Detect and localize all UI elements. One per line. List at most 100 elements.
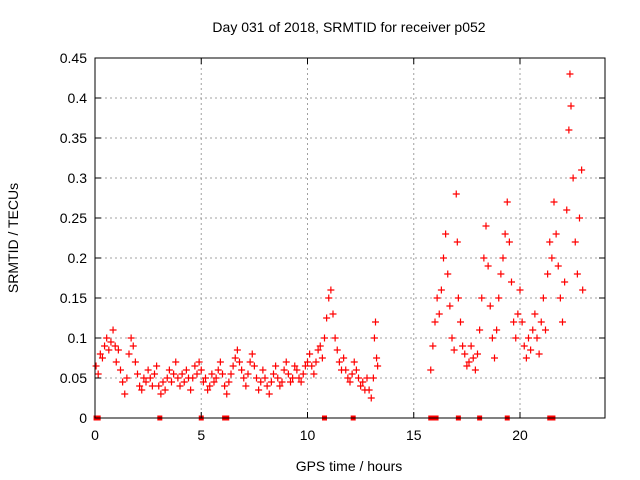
data-point xyxy=(231,354,239,362)
data-point xyxy=(142,378,150,386)
data-point xyxy=(469,354,477,362)
data-point xyxy=(579,286,587,294)
data-point xyxy=(352,366,360,374)
data-point xyxy=(287,378,294,386)
data-point xyxy=(278,378,286,386)
y-tick-label: 0.15 xyxy=(60,290,87,306)
data-point xyxy=(280,366,288,374)
data-point xyxy=(484,262,492,270)
data-point xyxy=(452,190,460,198)
data-point xyxy=(476,326,484,334)
data-point xyxy=(514,310,522,318)
data-point xyxy=(486,302,494,310)
data-point xyxy=(363,374,371,382)
tick-labels: 0 0.05 0.1 0.15 0.2 0.25 0.3 0.35 0.4 0.45 0 5 10 15 2… xyxy=(60,50,528,443)
data-point xyxy=(433,294,441,302)
data-point xyxy=(134,370,141,378)
y-axis-label: SRMTID / TECUs xyxy=(5,183,21,293)
data-point xyxy=(461,350,469,358)
data-point xyxy=(229,362,237,370)
data-point xyxy=(98,354,106,362)
data-point xyxy=(374,362,382,370)
data-point xyxy=(527,346,535,354)
data-point xyxy=(197,366,205,374)
data-point xyxy=(344,374,352,382)
data-point xyxy=(101,342,109,350)
data-point xyxy=(157,390,165,398)
data-point xyxy=(563,206,571,214)
data-point xyxy=(453,238,461,246)
data-point xyxy=(92,362,100,370)
data-point xyxy=(242,382,250,390)
x-tick-label: 20 xyxy=(512,427,528,443)
data-point xyxy=(333,346,341,354)
data-point xyxy=(342,366,350,374)
data-point xyxy=(435,310,443,318)
data-point xyxy=(189,374,197,382)
data-point xyxy=(566,70,574,78)
data-point xyxy=(195,358,203,366)
data-point xyxy=(355,374,362,382)
data-point xyxy=(471,366,479,374)
data-point xyxy=(187,386,195,394)
data-point xyxy=(450,346,458,354)
data-point xyxy=(103,334,111,342)
data-point xyxy=(191,362,199,370)
data-point xyxy=(508,278,515,286)
data-point xyxy=(182,366,190,374)
data-point xyxy=(559,318,566,326)
data-point xyxy=(180,378,188,386)
x-tick-label: 15 xyxy=(406,427,422,443)
data-point xyxy=(308,362,316,370)
data-point xyxy=(105,346,113,354)
data-point xyxy=(236,358,243,366)
data-point xyxy=(109,326,117,334)
data-point xyxy=(140,374,148,382)
data-point xyxy=(223,390,231,398)
data-point xyxy=(459,342,467,350)
data-point xyxy=(121,390,129,398)
data-point xyxy=(578,166,586,174)
data-point xyxy=(233,346,241,354)
data-point xyxy=(533,334,541,342)
data-point xyxy=(155,382,163,390)
data-point xyxy=(263,382,271,390)
data-point xyxy=(219,370,226,378)
data-point xyxy=(520,342,528,350)
data-point xyxy=(325,294,333,302)
data-point xyxy=(467,342,475,350)
y-tick-label: 0.45 xyxy=(60,50,87,66)
data-point xyxy=(257,378,265,386)
x-tick-label: 0 xyxy=(91,427,99,443)
data-point xyxy=(350,358,358,366)
data-point xyxy=(172,358,180,366)
data-point xyxy=(210,378,218,386)
data-point xyxy=(238,366,246,374)
data-point xyxy=(567,102,575,110)
data-point xyxy=(94,370,102,378)
data-point xyxy=(565,126,573,134)
data-point xyxy=(282,358,290,366)
data-point xyxy=(299,370,307,378)
data-point xyxy=(546,238,554,246)
data-point xyxy=(255,386,263,394)
data-point xyxy=(321,334,328,342)
data-point xyxy=(138,386,146,394)
data-point xyxy=(544,270,552,278)
data-point xyxy=(199,378,207,386)
data-point xyxy=(293,366,301,374)
data-point xyxy=(227,370,235,378)
data-point xyxy=(276,382,284,390)
data-point xyxy=(206,382,214,390)
data-point xyxy=(535,350,543,358)
data-point xyxy=(159,378,167,386)
data-point xyxy=(146,374,154,382)
data-point xyxy=(437,286,445,294)
data-point xyxy=(367,394,375,402)
data-point xyxy=(168,378,175,386)
data-point xyxy=(151,370,158,378)
data-point xyxy=(482,222,490,230)
y-tick-label: 0.05 xyxy=(60,370,87,386)
data-point xyxy=(204,386,212,394)
